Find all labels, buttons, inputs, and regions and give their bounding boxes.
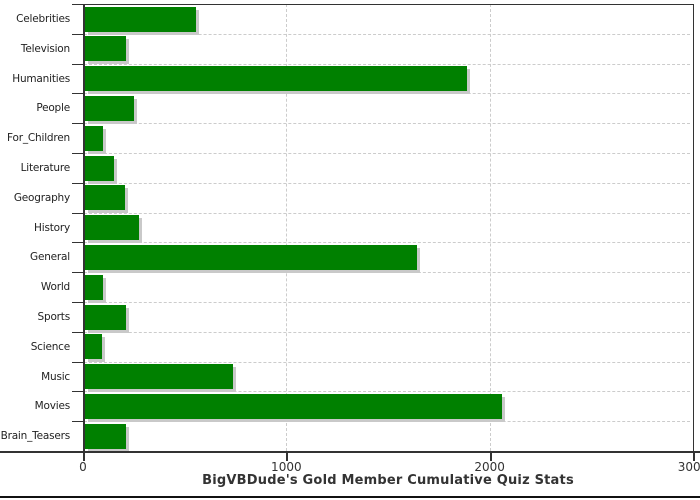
- bar-music: [85, 364, 234, 390]
- y-axis-tick: [72, 212, 83, 214]
- category-label-general: General: [30, 251, 70, 264]
- category-label-people: People: [36, 102, 70, 115]
- x-axis-tick-3000: [693, 453, 695, 461]
- y-axis-tick: [72, 63, 83, 65]
- x-axis-tick-label-0: 0: [79, 460, 87, 474]
- horizontal-gridline: [84, 63, 690, 65]
- horizontal-gridline: [84, 272, 690, 274]
- category-label-music: Music: [41, 370, 70, 383]
- category-label-literature: Literature: [20, 161, 71, 174]
- x-axis-tick-0: [83, 453, 85, 461]
- horizontal-gridline: [84, 33, 690, 35]
- y-axis-tick: [72, 182, 83, 184]
- y-axis-tick: [72, 421, 83, 423]
- category-label-television: Television: [20, 42, 70, 55]
- vertical-gridline-1000: [286, 4, 288, 451]
- category-label-for-children: For_Children: [7, 132, 70, 145]
- x-axis-tick-label-3000: 3000: [677, 460, 700, 474]
- category-label-brain-teasers: Brain_Teasers: [0, 430, 71, 443]
- y-axis-tick: [72, 4, 83, 5]
- y-axis-line: [83, 4, 85, 459]
- x-axis-line: [0, 451, 700, 453]
- bar-television: [85, 36, 126, 62]
- bar-celebrities: [85, 6, 196, 32]
- category-label-celebrities: Celebrities: [16, 12, 70, 25]
- y-axis-tick: [72, 93, 83, 95]
- y-axis-tick: [72, 331, 83, 333]
- horizontal-gridline: [84, 153, 690, 154]
- category-label-geography: Geography: [13, 191, 70, 204]
- x-axis-tick-label-1000: 1000: [271, 460, 302, 474]
- bar-brain-teasers: [85, 423, 126, 449]
- horizontal-gridline: [84, 391, 690, 393]
- y-axis-tick: [72, 272, 83, 274]
- bar-literature: [85, 155, 115, 181]
- x-axis-tick-2000: [489, 453, 492, 461]
- horizontal-gridline: [84, 123, 690, 125]
- category-label-science: Science: [30, 340, 71, 353]
- category-label-world: World: [40, 281, 70, 294]
- y-axis-tick: [72, 153, 83, 154]
- category-label-history: History: [34, 221, 70, 234]
- y-axis-tick: [72, 242, 83, 244]
- bottom-divider-line: [0, 496, 700, 498]
- y-axis-tick: [72, 391, 83, 393]
- bar-world: [85, 274, 104, 300]
- bar-humanities: [85, 66, 468, 92]
- bar-movies: [85, 393, 502, 419]
- y-axis-tick: [72, 361, 83, 363]
- plot-right-border: [693, 4, 694, 459]
- bar-for-children: [85, 125, 104, 151]
- y-axis-tick: [72, 123, 83, 125]
- bar-general: [85, 244, 418, 270]
- bar-science: [85, 334, 103, 360]
- horizontal-gridline: [84, 212, 690, 214]
- horizontal-gridline: [84, 242, 690, 244]
- vertical-gridline-2000: [489, 4, 491, 451]
- category-label-movies: Movies: [34, 400, 71, 413]
- horizontal-gridline: [84, 182, 690, 184]
- bar-sports: [85, 304, 126, 330]
- horizontal-gridline: [84, 331, 690, 333]
- horizontal-gridline: [84, 302, 690, 303]
- x-axis-tick-1000: [286, 453, 289, 461]
- plot-top-border: [83, 4, 694, 5]
- horizontal-gridline: [84, 361, 690, 363]
- chart-title: BigVBDude's Gold Member Cumulative Quiz …: [202, 473, 574, 488]
- y-axis-tick: [72, 302, 83, 303]
- y-axis-tick: [72, 33, 83, 35]
- category-label-sports: Sports: [37, 310, 71, 323]
- bar-history: [85, 215, 139, 241]
- bar-geography: [85, 185, 125, 211]
- category-label-humanities: Humanities: [12, 72, 70, 85]
- horizontal-gridline: [84, 421, 690, 423]
- bar-people: [85, 95, 134, 121]
- x-axis-tick-label-2000: 2000: [474, 460, 505, 474]
- horizontal-gridline: [84, 93, 690, 95]
